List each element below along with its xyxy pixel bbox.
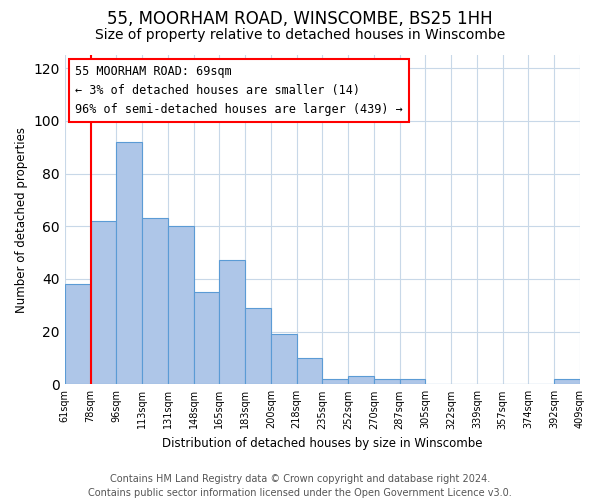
Text: 55 MOORHAM ROAD: 69sqm
← 3% of detached houses are smaller (14)
96% of semi-deta: 55 MOORHAM ROAD: 69sqm ← 3% of detached … — [75, 65, 403, 116]
Bar — [65, 284, 91, 384]
Bar — [400, 379, 425, 384]
Bar — [220, 260, 245, 384]
Bar — [348, 376, 374, 384]
Bar — [168, 226, 194, 384]
Bar — [116, 142, 142, 384]
Text: 55, MOORHAM ROAD, WINSCOMBE, BS25 1HH: 55, MOORHAM ROAD, WINSCOMBE, BS25 1HH — [107, 10, 493, 28]
Bar — [245, 308, 271, 384]
X-axis label: Distribution of detached houses by size in Winscombe: Distribution of detached houses by size … — [162, 437, 482, 450]
Bar — [322, 379, 348, 384]
Bar — [91, 221, 116, 384]
Bar — [554, 379, 580, 384]
Bar — [374, 379, 400, 384]
Bar — [296, 358, 322, 384]
Y-axis label: Number of detached properties: Number of detached properties — [15, 126, 28, 312]
Text: Contains HM Land Registry data © Crown copyright and database right 2024.
Contai: Contains HM Land Registry data © Crown c… — [88, 474, 512, 498]
Text: Size of property relative to detached houses in Winscombe: Size of property relative to detached ho… — [95, 28, 505, 42]
Bar — [271, 334, 296, 384]
Bar — [142, 218, 168, 384]
Bar — [194, 292, 220, 384]
